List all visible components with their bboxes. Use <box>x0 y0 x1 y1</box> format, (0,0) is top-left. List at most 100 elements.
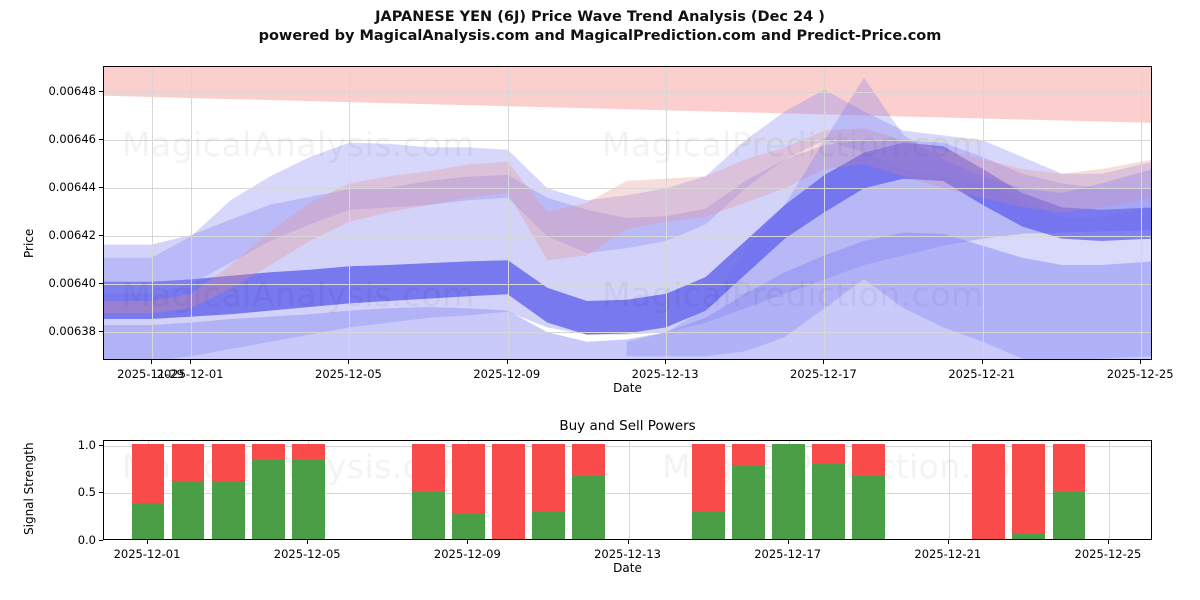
y-tick-label: 0.00644 <box>48 180 96 195</box>
gridline-vertical <box>666 67 668 359</box>
x-tick-label: 2025-11-29 <box>117 367 184 381</box>
power-bar[interactable] <box>692 443 725 539</box>
y-tick-label: 0.00648 <box>48 84 96 99</box>
wave-band-bullish-band-2-core <box>104 142 1151 335</box>
buy-power-segment <box>532 512 565 539</box>
power-bar[interactable] <box>1052 443 1086 539</box>
price-wave-chart: MagicalAnalysis.com MagicalPrediction.co… <box>103 66 1152 360</box>
power-bar[interactable] <box>211 443 245 539</box>
x-tick-label: 2025-12-01 <box>156 367 224 381</box>
gridline-vertical <box>1141 67 1143 359</box>
power-bar[interactable] <box>812 443 846 539</box>
buy-power-segment <box>772 443 806 539</box>
power-bar[interactable] <box>1012 443 1046 539</box>
sell-power-segment <box>251 443 285 460</box>
power-bar[interactable] <box>972 443 1006 539</box>
buy-power-segment <box>451 513 485 539</box>
power-bar[interactable] <box>572 443 605 539</box>
sell-power-segment <box>812 443 846 464</box>
gridline-horizontal <box>104 92 1151 94</box>
price-chart-y-axis-title: Price <box>22 228 36 258</box>
power-bar[interactable] <box>171 443 205 539</box>
x-tick-mark <box>947 540 949 544</box>
sell-power-segment <box>131 443 165 503</box>
x-tick-label: 2025-12-21 <box>914 547 982 561</box>
wave-band-bullish-band-1 <box>104 140 1151 359</box>
buy-power-segment <box>852 476 886 539</box>
x-tick-label: 2025-12-09 <box>433 547 501 561</box>
y-tick-mark <box>99 283 103 285</box>
gridline-horizontal <box>104 188 1151 190</box>
x-tick-mark <box>348 360 350 364</box>
y-tick-mark <box>99 187 103 189</box>
y-tick-label: 0.00638 <box>48 324 96 339</box>
buy-power-segment <box>171 480 205 539</box>
power-bar[interactable] <box>131 443 165 539</box>
gridline-vertical <box>948 441 950 539</box>
x-tick-mark <box>1140 360 1142 364</box>
sell-power-segment <box>572 443 605 477</box>
gridline-vertical <box>151 67 153 359</box>
buy-power-segment <box>131 502 165 539</box>
y-tick-label: 0.5 <box>77 485 96 500</box>
y-tick-label: 0.00642 <box>48 228 96 243</box>
gridline-vertical <box>507 67 509 359</box>
buy-power-segment <box>572 476 605 539</box>
y-tick-mark <box>99 540 103 541</box>
y-tick-mark <box>99 444 103 446</box>
x-tick-mark <box>467 540 469 544</box>
buy-power-segment <box>251 459 285 539</box>
y-tick-mark <box>99 139 103 141</box>
gridline-horizontal <box>104 236 1151 238</box>
power-bar[interactable] <box>291 443 325 539</box>
x-tick-label: 2025-12-13 <box>631 367 699 381</box>
sell-power-segment <box>1012 443 1046 535</box>
power-bar[interactable] <box>251 443 285 539</box>
sell-power-segment <box>411 443 445 493</box>
power-bar[interactable] <box>451 443 485 539</box>
x-tick-label: 2025-12-09 <box>473 367 541 381</box>
buy-power-segment <box>291 459 325 539</box>
x-tick-mark <box>823 360 825 364</box>
buy-power-segment <box>732 464 766 539</box>
y-tick-mark <box>99 492 103 494</box>
x-tick-mark <box>150 360 152 364</box>
y-tick-mark <box>99 235 103 237</box>
sell-power-segment <box>491 443 525 539</box>
x-tick-label: 2025-12-17 <box>790 367 857 381</box>
power-bar[interactable] <box>732 443 766 539</box>
figure-title-sub: powered by MagicalAnalysis.com and Magic… <box>258 28 942 44</box>
x-tick-mark <box>506 360 508 364</box>
buy-power-segment <box>1012 534 1046 539</box>
power-bar[interactable] <box>852 443 886 539</box>
x-tick-label: 2025-12-25 <box>1106 367 1174 381</box>
gridline-horizontal <box>104 140 1151 142</box>
y-tick-label: 0.00646 <box>48 132 96 147</box>
power-bar[interactable] <box>411 443 445 539</box>
sell-power-segment <box>732 443 766 465</box>
power-bar[interactable] <box>532 443 565 539</box>
sell-power-segment <box>972 443 1006 539</box>
buy-sell-powers-chart: MagicalAnalysis.com MagicalPrediction.co… <box>103 440 1152 540</box>
buy-power-segment <box>211 480 245 539</box>
power-bar[interactable] <box>491 443 525 539</box>
x-tick-label: 2025-12-01 <box>113 547 181 561</box>
power-bar[interactable] <box>772 443 806 539</box>
sell-power-segment <box>171 443 205 481</box>
buy-power-segment <box>692 512 725 539</box>
x-tick-mark <box>665 360 667 364</box>
sell-power-segment <box>291 443 325 460</box>
gridline-vertical <box>824 67 826 359</box>
gridline-horizontal <box>104 284 1151 286</box>
gridline-horizontal <box>104 445 1151 447</box>
gridline-vertical <box>191 67 193 359</box>
x-tick-label: 2025-12-05 <box>315 367 382 381</box>
gridline-horizontal <box>104 332 1151 334</box>
sell-power-segment <box>852 443 886 477</box>
x-tick-mark <box>190 360 192 364</box>
sell-power-segment <box>451 443 485 514</box>
power-chart-y-axis-title: Signal Strength <box>22 442 36 535</box>
x-tick-mark <box>981 360 983 364</box>
gridline-horizontal <box>104 493 1151 495</box>
y-tick-mark <box>99 91 103 93</box>
